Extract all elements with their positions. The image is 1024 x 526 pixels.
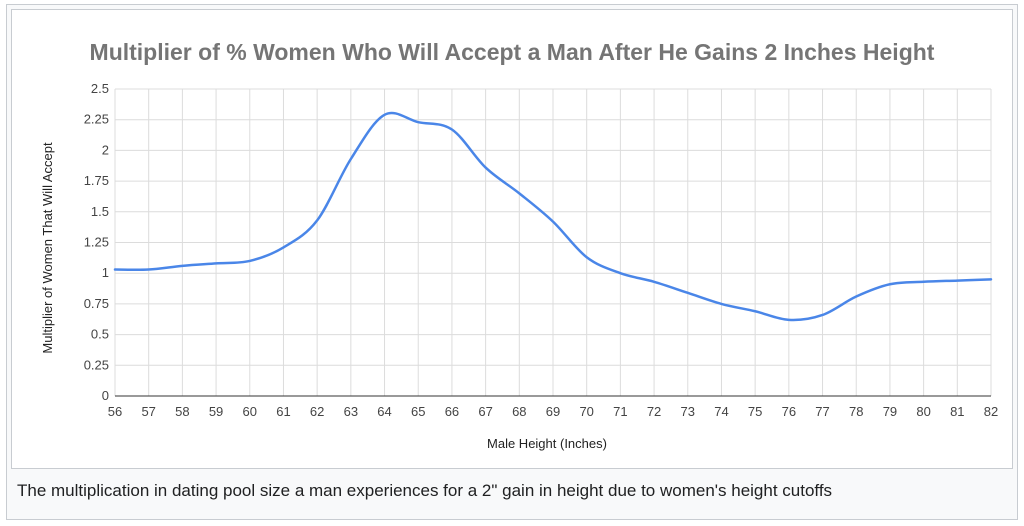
x-tick-label: 59 — [209, 404, 223, 419]
y-tick-label: 2.25 — [84, 112, 109, 127]
x-tick-label: 71 — [613, 404, 627, 419]
x-tick-label: 82 — [984, 404, 998, 419]
x-tick-label: 74 — [714, 404, 728, 419]
x-tick-label: 62 — [310, 404, 324, 419]
data-point — [552, 220, 554, 222]
data-point — [754, 310, 756, 312]
data-point — [350, 158, 352, 160]
x-tick-label: 61 — [276, 404, 290, 419]
figure-caption: The multiplication in dating pool size a… — [17, 481, 833, 500]
series-line — [113, 111, 993, 322]
data-point — [249, 260, 251, 262]
y-tick-label: 1.25 — [84, 235, 109, 250]
data-point — [687, 292, 689, 294]
y-tick-label: 1.5 — [91, 204, 109, 219]
y-tick-label: 0.75 — [84, 296, 109, 311]
x-tick-label: 60 — [243, 404, 257, 419]
y-tick-label: 0 — [102, 388, 109, 403]
data-point — [956, 279, 958, 281]
chart-container: 56 57 58 59 60 61 62 63 64 65 66 67 68 69 70 71 72 73 74 75… — [11, 9, 1013, 469]
data-point — [316, 219, 318, 221]
x-tick-label: 67 — [478, 404, 492, 419]
x-tick-label: 70 — [579, 404, 593, 419]
data-point — [922, 281, 924, 283]
x-tick-label: 77 — [815, 404, 829, 419]
x-tick-label: 69 — [546, 404, 560, 419]
x-tick-label: 73 — [681, 404, 695, 419]
x-tick-label: 78 — [849, 404, 863, 419]
figure-frame: 56 57 58 59 60 61 62 63 64 65 66 67 68 69 70 71 72 73 74 75… — [6, 4, 1018, 520]
data-point — [653, 281, 655, 283]
data-point — [147, 268, 149, 270]
x-tick-label: 57 — [141, 404, 155, 419]
data-point — [518, 192, 520, 194]
y-tick-label: 2.5 — [91, 81, 109, 96]
y-tick-label: 1 — [102, 265, 109, 280]
x-tick-label: 72 — [647, 404, 661, 419]
x-tick-label: 76 — [782, 404, 796, 419]
x-tick-label: 68 — [512, 404, 526, 419]
data-point — [585, 256, 587, 258]
data-point — [990, 278, 992, 280]
y-tick-label: 1.75 — [84, 173, 109, 188]
data-point — [788, 319, 790, 321]
x-tick-label: 64 — [377, 404, 391, 419]
chart-title: Multiplier of % Women Who Will Accept a … — [90, 39, 935, 65]
data-point — [114, 268, 116, 270]
data-point — [215, 262, 217, 264]
x-tick-label: 75 — [748, 404, 762, 419]
data-point — [181, 265, 183, 267]
data-point — [720, 303, 722, 305]
data-point — [417, 121, 419, 123]
x-tick-label: 65 — [411, 404, 425, 419]
line-chart: 56 57 58 59 60 61 62 63 64 65 66 67 68 69 70 71 72 73 74 75… — [40, 39, 998, 451]
data-point — [821, 314, 823, 316]
x-tick-label: 81 — [950, 404, 964, 419]
x-axis-label: Male Height (Inches) — [487, 436, 607, 451]
data-point — [484, 166, 486, 168]
data-point — [855, 295, 857, 297]
data-point — [619, 272, 621, 274]
data-point — [383, 114, 385, 116]
data-point — [451, 128, 453, 130]
y-tick-label: 2 — [102, 142, 109, 157]
x-tick-label: 79 — [883, 404, 897, 419]
x-tick-label: 56 — [108, 404, 122, 419]
y-tick-label: 0.25 — [84, 357, 109, 372]
y-tick-label: 0.5 — [91, 327, 109, 342]
data-point — [889, 283, 891, 285]
y-axis-label: Multiplier of Women That Will Accept — [40, 142, 55, 354]
x-tick-label: 80 — [916, 404, 930, 419]
data-point — [282, 246, 284, 248]
x-tick-label: 66 — [445, 404, 459, 419]
x-tick-label: 63 — [344, 404, 358, 419]
x-tick-label: 58 — [175, 404, 189, 419]
